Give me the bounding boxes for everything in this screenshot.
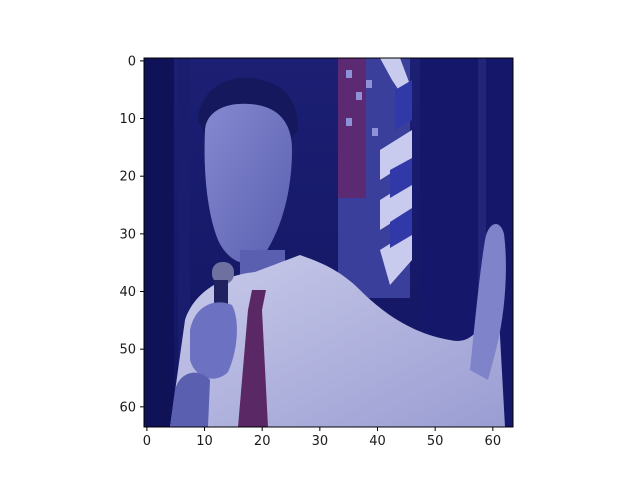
x-tick-label: 30 bbox=[312, 434, 329, 449]
plot-frame bbox=[143, 57, 514, 428]
y-tick-label: 30 bbox=[119, 227, 136, 242]
photo-image bbox=[144, 58, 513, 427]
x-tick-label: 50 bbox=[427, 434, 444, 449]
x-tick-label: 20 bbox=[254, 434, 271, 449]
y-tick-label: 20 bbox=[119, 170, 136, 185]
y-tick-label: 60 bbox=[119, 400, 136, 415]
x-axis: 0 10 20 30 40 50 60 bbox=[143, 427, 501, 449]
y-tick-label: 10 bbox=[119, 112, 136, 127]
x-tick-label: 0 bbox=[143, 434, 151, 449]
y-axis: 0 10 20 30 40 50 60 bbox=[119, 54, 144, 415]
x-tick-label: 40 bbox=[369, 434, 386, 449]
y-tick-label: 40 bbox=[119, 285, 136, 300]
flag-graphic bbox=[338, 58, 412, 298]
y-tick-label: 0 bbox=[128, 54, 136, 69]
y-tick-label: 50 bbox=[119, 343, 136, 358]
x-tick-label: 10 bbox=[196, 434, 213, 449]
x-tick-label: 60 bbox=[485, 434, 502, 449]
